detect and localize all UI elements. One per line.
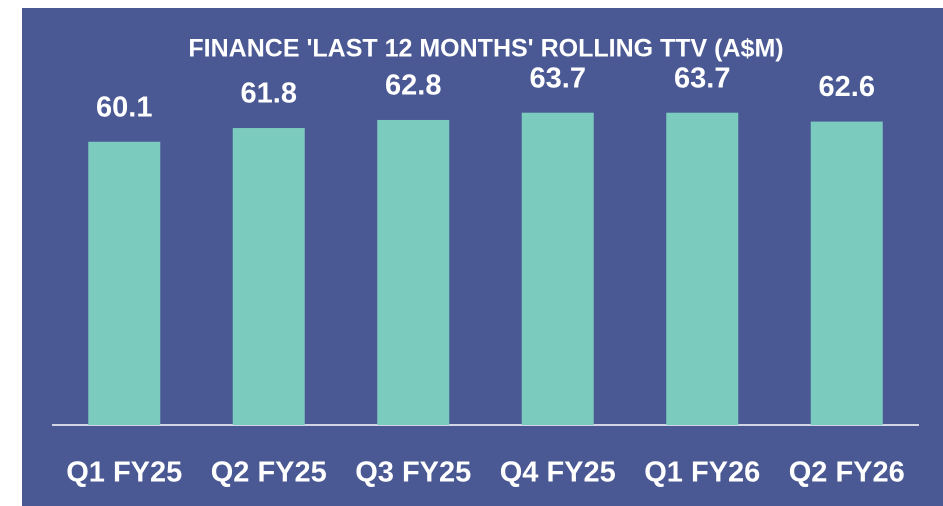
- value-label: 61.8: [241, 78, 297, 110]
- value-label: 63.7: [530, 62, 586, 94]
- value-label: 62.6: [819, 71, 875, 103]
- value-label: 62.8: [385, 70, 441, 102]
- bar: [810, 121, 883, 425]
- bar: [377, 119, 450, 425]
- x-tick-label: Q3 FY25: [355, 457, 471, 489]
- value-label: 63.7: [674, 62, 730, 94]
- x-tick-label: Q1 FY25: [66, 457, 182, 489]
- x-tick-label: Q4 FY25: [500, 457, 616, 489]
- bar: [232, 128, 305, 425]
- x-tick-label: Q2 FY25: [211, 457, 327, 489]
- bar: [88, 141, 161, 425]
- value-label: 60.1: [96, 91, 152, 123]
- x-tick-label: Q2 FY26: [789, 457, 905, 489]
- bar: [521, 112, 594, 425]
- background: [22, 8, 943, 506]
- bar: [666, 112, 739, 425]
- x-tick-label: Q1 FY26: [644, 457, 760, 489]
- chart-title: FINANCE 'LAST 12 MONTHS' ROLLING TTV (A$…: [188, 35, 783, 63]
